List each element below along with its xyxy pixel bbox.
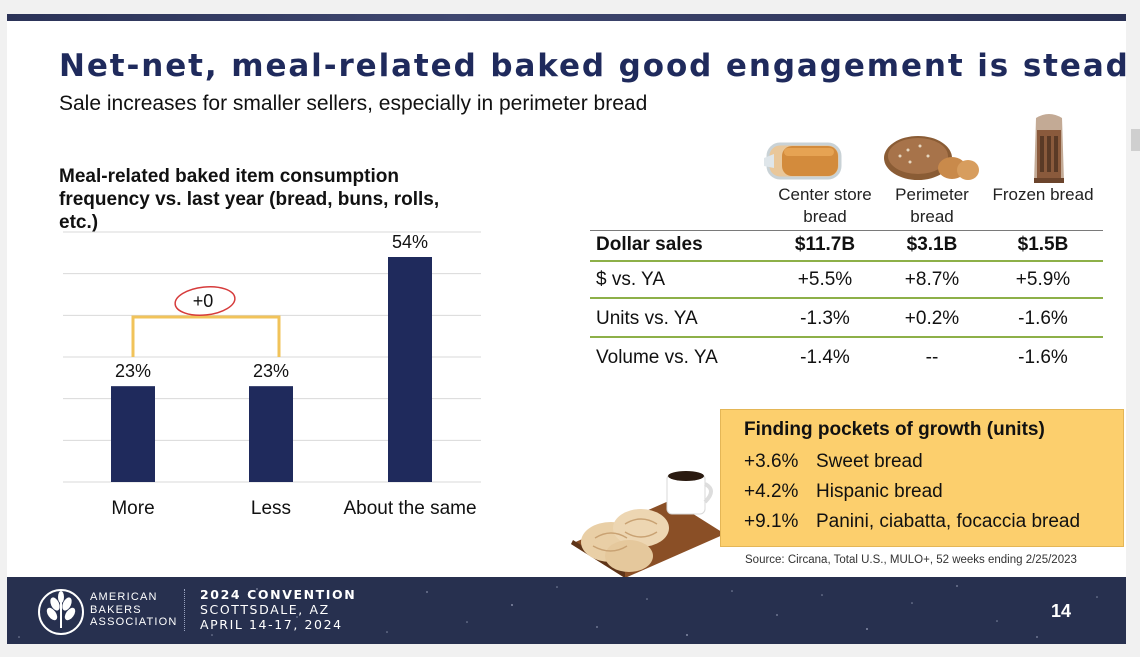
footer-bar: AMERICAN BAKERS ASSOCIATION 2024 CONVENT…: [7, 577, 1126, 644]
table-rule: [590, 297, 1103, 299]
convention-info: 2024 CONVENTION SCOTTSDALE, AZ APRIL 14-…: [200, 587, 356, 632]
column-header-frozen: Frozen bread: [992, 185, 1094, 204]
growth-callout-box: Finding pockets of growth (units) +3.6% S…: [720, 409, 1124, 547]
convention-location: SCOTTSDALE, AZ: [200, 602, 330, 617]
convention-dates: APRIL 14-17, 2024: [200, 617, 343, 632]
org-line: BAKERS: [90, 603, 142, 616]
sliced-loaf-image: [764, 142, 842, 180]
conchas-coffee-image: [571, 471, 725, 578]
data-label: 54%: [392, 232, 428, 252]
growth-label: Sweet bread: [816, 451, 923, 472]
cell-value: $1.5B: [1017, 234, 1069, 255]
cell-value: +5.5%: [797, 269, 853, 290]
cell-value: -1.6%: [1018, 347, 1068, 368]
org-line: ASSOCIATION: [90, 616, 178, 628]
growth-pct: +4.2%: [744, 481, 799, 502]
cell-value: -1.4%: [800, 347, 850, 368]
round-loaf-image: [884, 136, 979, 180]
slide-title: Net-net, meal-related baked good engagem…: [59, 48, 1126, 84]
growth-pct: +3.6%: [744, 451, 799, 472]
slide-subtitle: Sale increases for smaller sellers, espe…: [59, 92, 648, 115]
bar-about-the-same: [388, 257, 432, 482]
data-label: 23%: [115, 361, 151, 381]
growth-pct: +9.1%: [744, 511, 799, 532]
cell-value: -1.6%: [1018, 308, 1068, 329]
org-name: AMERICAN BAKERS ASSOCIATION: [90, 591, 178, 629]
row-label: Volume vs. YA: [596, 347, 718, 368]
growth-item: +9.1% Panini, ciabatta, focaccia bread: [744, 511, 1123, 533]
page-number: 14: [1050, 601, 1071, 621]
bar-chart: 23% More 23% Less 54% About the same +0: [63, 231, 481, 519]
convention-title: 2024 CONVENTION: [200, 587, 357, 602]
annotation-circle: [174, 285, 236, 317]
cell-value: +8.7%: [904, 269, 960, 290]
category-label: More: [111, 498, 154, 519]
data-label: 23%: [253, 361, 289, 381]
bar-less: [249, 386, 293, 482]
chart-title: Meal-related baked item consumption freq…: [59, 166, 440, 233]
column-header-center-store: Center store bread: [778, 185, 872, 226]
category-label: Less: [251, 498, 291, 519]
annotation-label: +0: [193, 291, 214, 311]
cell-value: --: [925, 347, 939, 368]
category-label: About the same: [343, 498, 476, 519]
footer-divider: [184, 589, 185, 631]
row-label: $ vs. YA: [596, 269, 665, 290]
growth-box-title: Finding pockets of growth (units): [744, 419, 1045, 440]
table-rule: [590, 336, 1103, 338]
column-header-perimeter: Perimeter bread: [895, 185, 969, 226]
cell-value: -1.3%: [800, 308, 850, 329]
row-label: Dollar sales: [596, 234, 703, 255]
slide: Net-net, meal-related baked good engagem…: [7, 14, 1126, 644]
growth-label: Hispanic bread: [816, 481, 943, 502]
cell-value: +0.2%: [904, 308, 960, 329]
table-rule: [590, 260, 1103, 262]
starfield-decoration: [18, 585, 1098, 638]
scrollbar-thumb[interactable]: [1131, 129, 1140, 151]
bar-more: [111, 386, 155, 482]
cell-value: +5.9%: [1015, 269, 1071, 290]
growth-item: +3.6% Sweet bread: [744, 451, 1123, 473]
row-label: Units vs. YA: [596, 308, 698, 329]
aba-wheat-logo: [38, 589, 84, 635]
growth-item: +4.2% Hispanic bread: [744, 481, 1123, 503]
org-line: AMERICAN: [90, 591, 158, 603]
growth-label: Panini, ciabatta, focaccia bread: [816, 511, 1081, 532]
cell-value: $11.7B: [794, 234, 856, 255]
comparison-bracket: [131, 315, 281, 357]
frozen-bread-bag-image: [1034, 114, 1064, 183]
cell-value: $3.1B: [906, 234, 958, 255]
top-strip: [7, 14, 1126, 21]
source-note: Source: Circana, Total U.S., MULO+, 52 w…: [745, 554, 1077, 566]
table-top-rule: [590, 230, 1103, 231]
